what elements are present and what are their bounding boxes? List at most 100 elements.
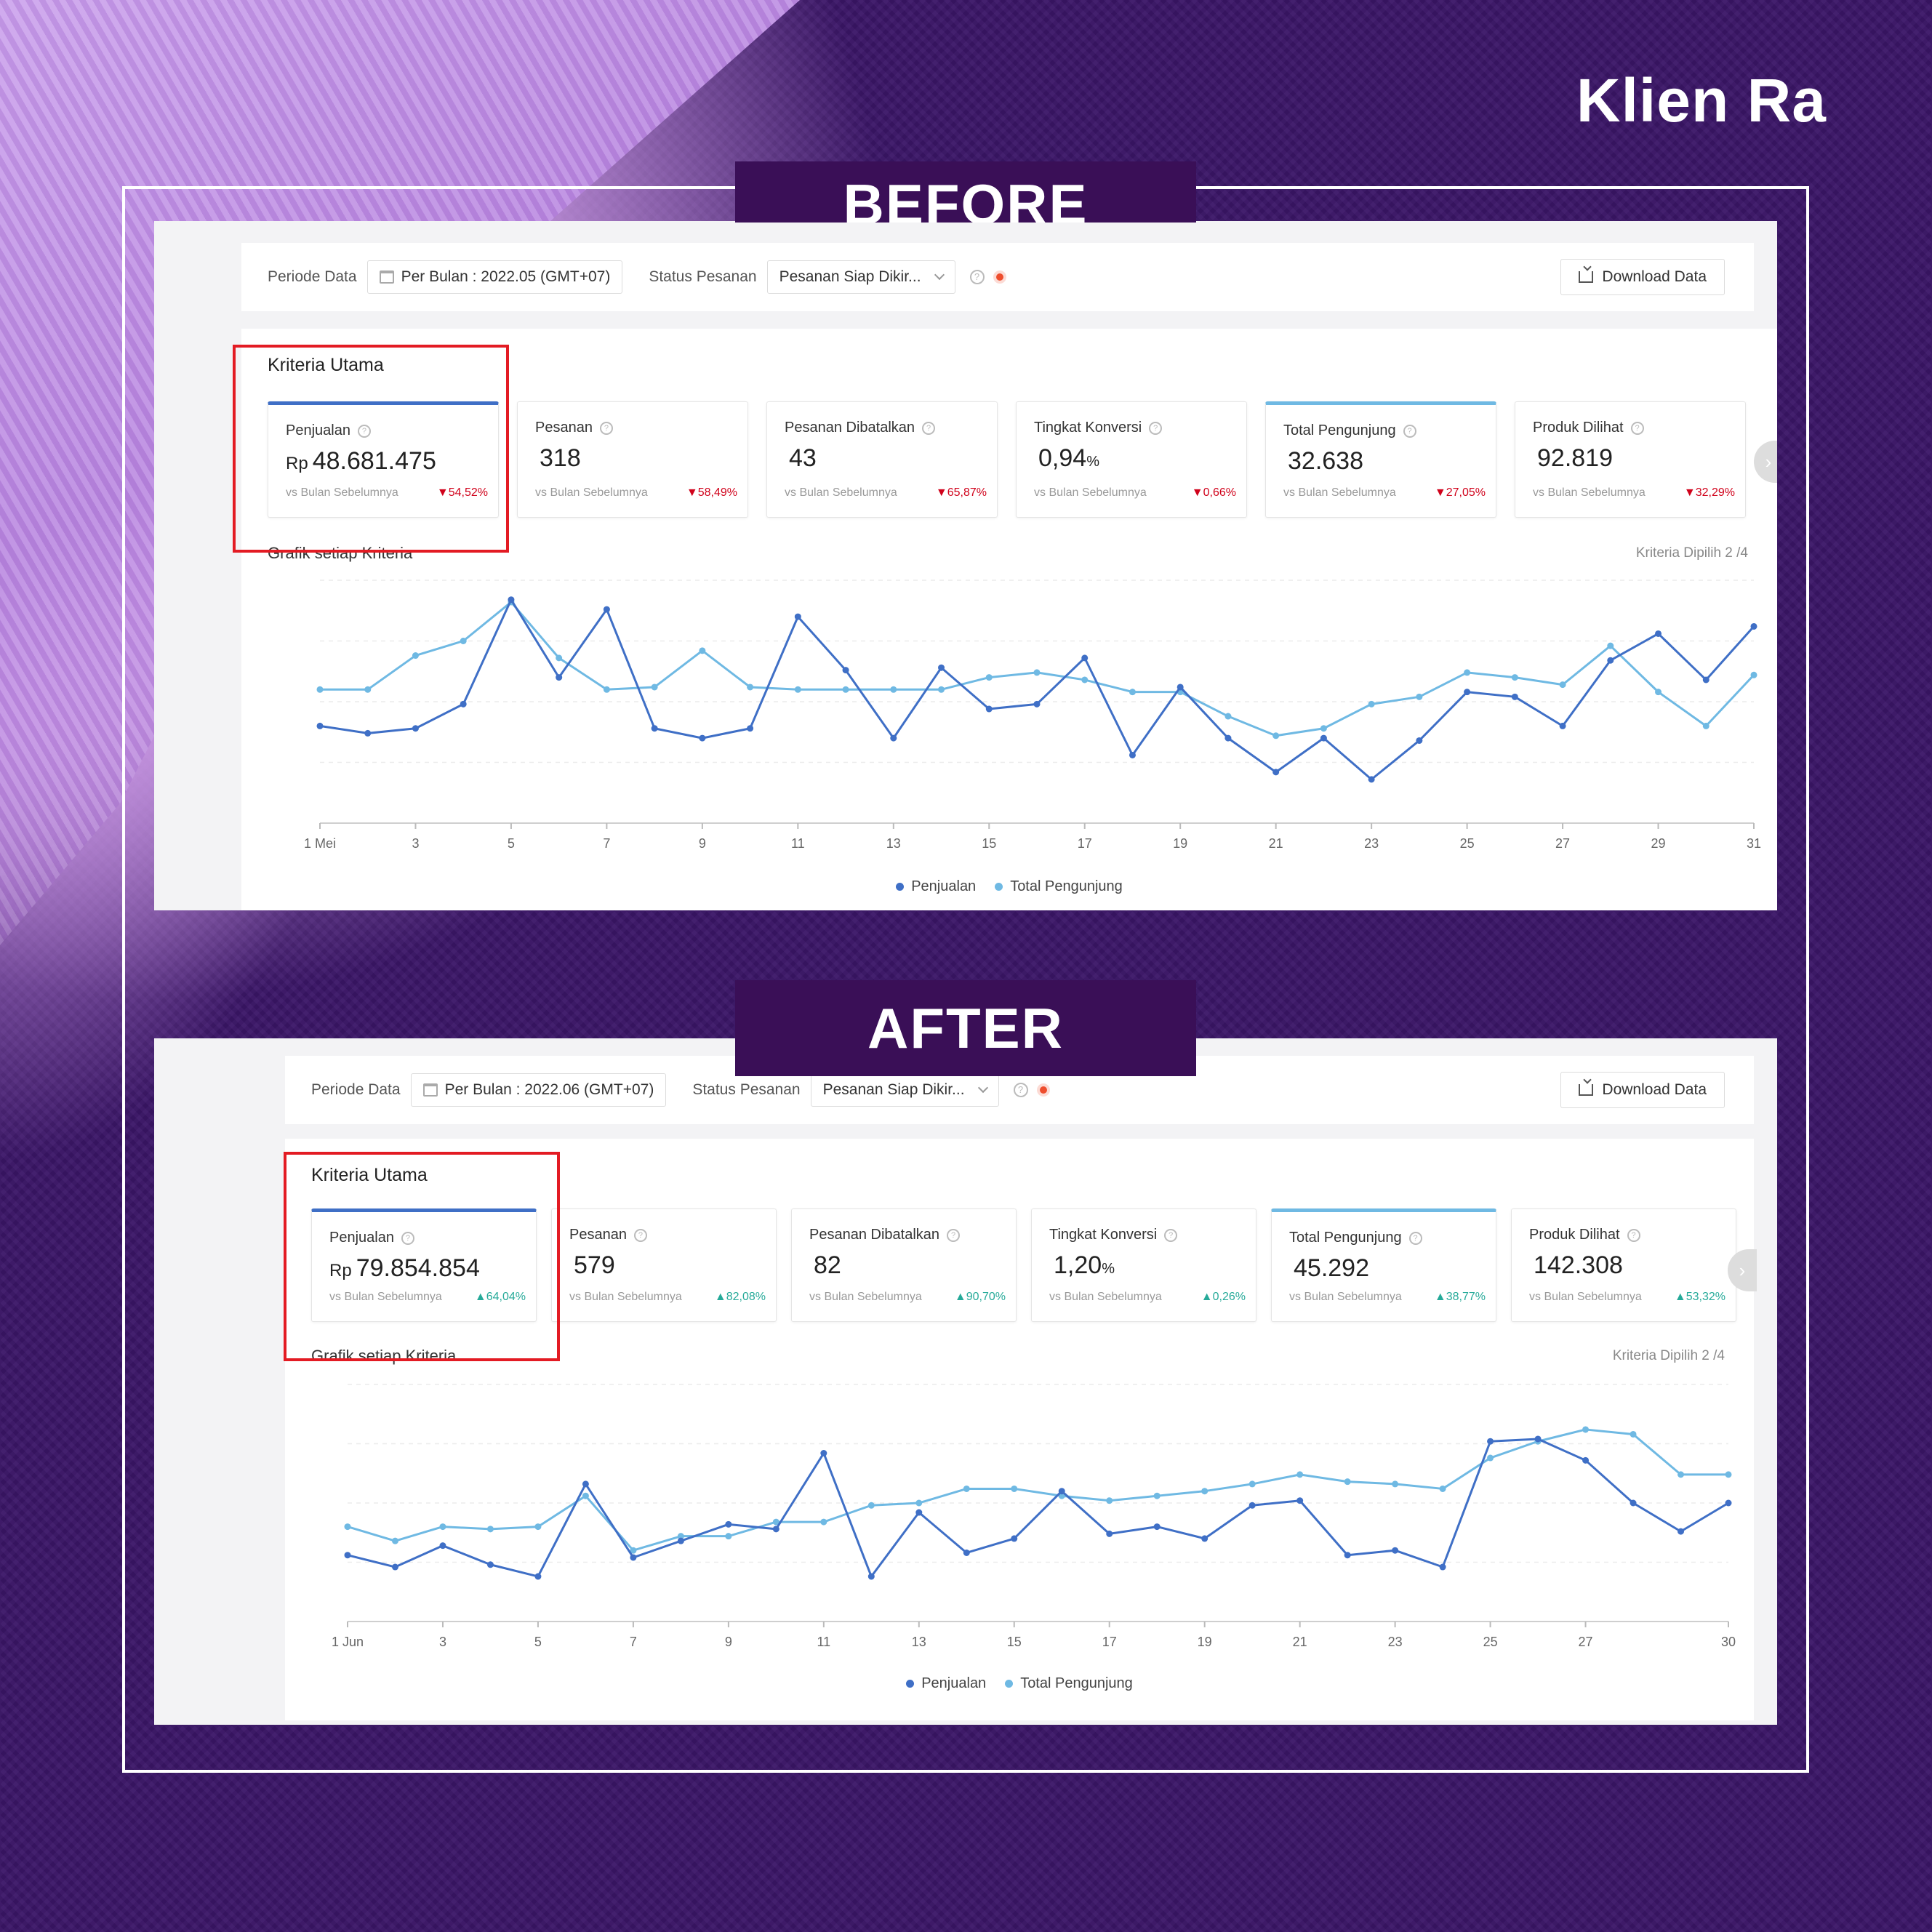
data-point[interactable] bbox=[938, 686, 945, 693]
data-point[interactable] bbox=[890, 734, 897, 742]
data-point[interactable] bbox=[725, 1533, 732, 1540]
data-point[interactable] bbox=[1272, 769, 1280, 776]
data-point[interactable] bbox=[1011, 1485, 1018, 1492]
metric-card[interactable]: Tingkat Konversi? 0,94% vs Bulan Sebelumny… bbox=[1016, 401, 1247, 518]
data-point[interactable] bbox=[772, 1526, 779, 1533]
data-point[interactable] bbox=[1559, 722, 1566, 729]
help-icon[interactable]: ? bbox=[599, 421, 613, 435]
data-point[interactable] bbox=[1511, 693, 1518, 700]
data-point[interactable] bbox=[1296, 1471, 1304, 1478]
data-point[interactable] bbox=[820, 1450, 827, 1457]
download-data-button[interactable]: Download Data bbox=[1560, 1072, 1725, 1108]
help-icon[interactable]: ? bbox=[357, 424, 371, 438]
data-point[interactable] bbox=[1201, 1535, 1208, 1542]
metric-card[interactable]: Total Pengunjung? 45.292 vs Bulan Sebelumn… bbox=[1271, 1208, 1496, 1322]
data-point[interactable] bbox=[1129, 689, 1136, 696]
data-point[interactable] bbox=[915, 1509, 923, 1516]
data-point[interactable] bbox=[412, 725, 419, 732]
data-point[interactable] bbox=[1248, 1502, 1256, 1509]
help-icon[interactable]: ? bbox=[1630, 421, 1644, 435]
help-icon[interactable]: ? bbox=[1403, 424, 1416, 438]
help-icon[interactable]: ? bbox=[633, 1228, 647, 1242]
legend-total-pengunjung[interactable]: Total Pengunjung bbox=[995, 878, 1123, 895]
help-icon[interactable]: ? bbox=[1013, 1083, 1028, 1097]
data-point[interactable] bbox=[867, 1502, 875, 1509]
data-point[interactable] bbox=[842, 667, 849, 674]
data-point[interactable] bbox=[651, 725, 658, 732]
data-point[interactable] bbox=[1201, 1488, 1208, 1495]
data-point[interactable] bbox=[534, 1573, 542, 1580]
data-point[interactable] bbox=[508, 596, 515, 604]
data-point[interactable] bbox=[1106, 1530, 1113, 1537]
data-point[interactable] bbox=[890, 686, 897, 693]
data-point[interactable] bbox=[820, 1518, 827, 1526]
data-point[interactable] bbox=[364, 729, 372, 737]
data-point[interactable] bbox=[1655, 689, 1662, 696]
data-point[interactable] bbox=[963, 1485, 970, 1492]
data-point[interactable] bbox=[1464, 689, 1471, 696]
data-point[interactable] bbox=[1534, 1435, 1542, 1443]
data-point[interactable] bbox=[582, 1492, 589, 1499]
data-point[interactable] bbox=[1106, 1497, 1113, 1504]
data-point[interactable] bbox=[1750, 671, 1757, 678]
data-point[interactable] bbox=[1582, 1426, 1590, 1433]
metric-card[interactable]: Total Pengunjung? 32.638 vs Bulan Sebelumn… bbox=[1265, 401, 1496, 518]
metric-card[interactable]: Penjualan? Rp 48.681.475 vs Bulan Sebelumny… bbox=[268, 401, 499, 518]
metric-card[interactable]: Pesanan Dibatalkan? 43 vs Bulan Sebelumnya… bbox=[766, 401, 998, 518]
data-point[interactable] bbox=[1630, 1499, 1637, 1507]
data-point[interactable] bbox=[1487, 1454, 1494, 1462]
data-point[interactable] bbox=[794, 613, 801, 620]
help-icon[interactable]: ? bbox=[969, 270, 985, 284]
data-point[interactable] bbox=[1725, 1499, 1732, 1507]
data-point[interactable] bbox=[1296, 1497, 1304, 1504]
next-arrow-icon[interactable]: › bbox=[1728, 1249, 1757, 1291]
data-point[interactable] bbox=[391, 1563, 398, 1571]
data-point[interactable] bbox=[1129, 751, 1136, 758]
periode-picker[interactable]: Per Bulan : 2022.06 (GMT+07) bbox=[410, 1073, 667, 1107]
metric-card[interactable]: Tingkat Konversi? 1,20% vs Bulan Sebelumny… bbox=[1031, 1208, 1256, 1322]
data-point[interactable] bbox=[1320, 725, 1327, 732]
metric-card[interactable]: Penjualan? Rp 79.854.854 vs Bulan Sebelumny… bbox=[311, 1208, 537, 1322]
data-point[interactable] bbox=[603, 606, 610, 613]
help-icon[interactable]: ? bbox=[1627, 1228, 1640, 1242]
metric-card[interactable]: Produk Dilihat? 142.308 vs Bulan Sebelumny… bbox=[1511, 1208, 1736, 1322]
status-select[interactable]: Pesanan Siap Dikir... bbox=[810, 1073, 999, 1107]
data-point[interactable] bbox=[725, 1520, 732, 1528]
data-point[interactable] bbox=[1607, 657, 1614, 664]
help-icon[interactable]: ? bbox=[401, 1231, 414, 1245]
data-point[interactable] bbox=[1344, 1478, 1351, 1486]
data-point[interactable] bbox=[391, 1537, 398, 1544]
data-point[interactable] bbox=[1511, 674, 1518, 681]
data-point[interactable] bbox=[867, 1573, 875, 1580]
data-point[interactable] bbox=[1033, 669, 1041, 676]
data-point[interactable] bbox=[1368, 776, 1375, 783]
data-point[interactable] bbox=[603, 686, 610, 693]
data-point[interactable] bbox=[1081, 676, 1089, 684]
data-point[interactable] bbox=[772, 1518, 779, 1526]
data-point[interactable] bbox=[1224, 713, 1232, 720]
download-data-button[interactable]: Download Data bbox=[1560, 259, 1725, 295]
data-point[interactable] bbox=[1439, 1485, 1446, 1492]
data-point[interactable] bbox=[1320, 734, 1327, 742]
data-point[interactable] bbox=[1153, 1492, 1161, 1499]
data-point[interactable] bbox=[630, 1554, 637, 1561]
data-point[interactable] bbox=[344, 1523, 351, 1531]
data-point[interactable] bbox=[1464, 669, 1471, 676]
status-select[interactable]: Pesanan Siap Dikir... bbox=[766, 260, 955, 294]
data-point[interactable] bbox=[699, 647, 706, 654]
data-point[interactable] bbox=[1344, 1552, 1351, 1559]
metric-card[interactable]: Pesanan? 579 vs Bulan Sebelumnya ▲82,08% bbox=[551, 1208, 777, 1322]
data-point[interactable] bbox=[915, 1499, 923, 1507]
data-point[interactable] bbox=[985, 705, 993, 713]
data-point[interactable] bbox=[1439, 1563, 1446, 1571]
data-point[interactable] bbox=[794, 686, 801, 693]
data-point[interactable] bbox=[1725, 1471, 1732, 1478]
data-point[interactable] bbox=[1153, 1523, 1161, 1531]
legend-penjualan[interactable]: Penjualan bbox=[896, 878, 976, 895]
data-point[interactable] bbox=[1177, 684, 1184, 691]
data-point[interactable] bbox=[1678, 1471, 1685, 1478]
data-point[interactable] bbox=[439, 1542, 446, 1550]
data-point[interactable] bbox=[486, 1561, 494, 1568]
help-icon[interactable]: ? bbox=[922, 421, 936, 435]
data-point[interactable] bbox=[439, 1523, 446, 1531]
